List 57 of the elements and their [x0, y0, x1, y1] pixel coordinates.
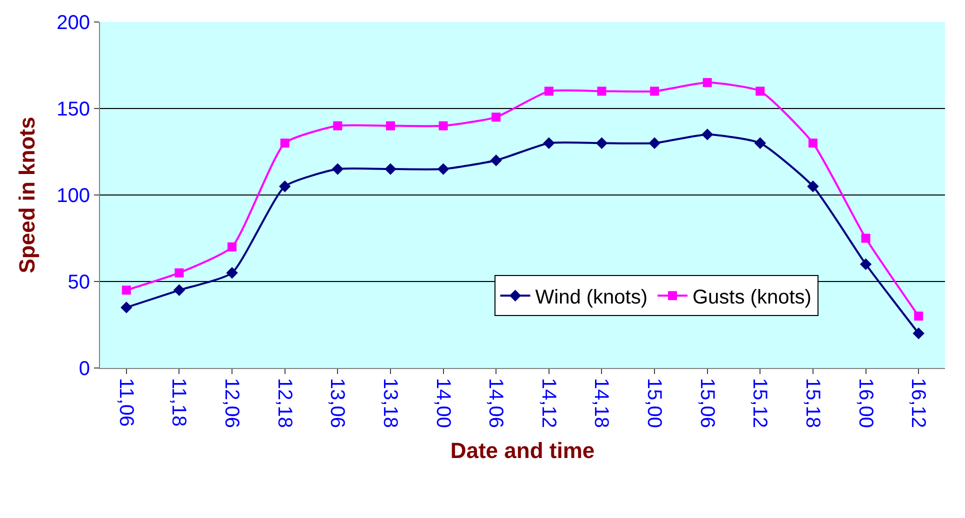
- point: [807, 180, 819, 192]
- point: [808, 138, 818, 148]
- x-tick-label: 14,12: [537, 378, 560, 428]
- point: [228, 242, 237, 252]
- point: [226, 267, 238, 279]
- point: [333, 121, 342, 130]
- x-tick-label: 14,00: [432, 378, 454, 428]
- point: [332, 163, 344, 175]
- point: [754, 137, 766, 149]
- point: [384, 163, 396, 175]
- point: [490, 154, 502, 166]
- x-tick-label: 14,06: [484, 378, 507, 428]
- legend-label: Wind (knots): [535, 286, 648, 308]
- y-tick-label: 0: [78, 358, 90, 380]
- y-tick-label: 50: [68, 272, 90, 294]
- x-tick-label: 12,18: [273, 378, 296, 428]
- point: [386, 121, 395, 130]
- point: [122, 286, 131, 295]
- point: [492, 112, 501, 122]
- x-tick-label: 13,06: [326, 378, 348, 428]
- x-tick-label: 11,18: [168, 378, 190, 427]
- x-tick-label: 16,00: [854, 378, 876, 428]
- point: [756, 86, 765, 96]
- point: [278, 180, 291, 192]
- point: [702, 78, 712, 88]
- point: [544, 86, 554, 96]
- x-tick-label: 14,18: [590, 378, 612, 428]
- point: [596, 137, 608, 149]
- x-axis-title: Date and time: [450, 438, 595, 463]
- point: [861, 234, 870, 243]
- x-tick-label: 11,06: [114, 378, 137, 427]
- point: [280, 138, 290, 148]
- y-tick-label: 150: [56, 98, 90, 120]
- y-tick-label: 200: [56, 12, 90, 34]
- point: [120, 302, 132, 314]
- y-tick-label: 100: [56, 185, 90, 207]
- x-tick-label: 15,18: [801, 378, 824, 428]
- point: [173, 284, 186, 296]
- x-tick-label: 13,18: [378, 378, 401, 428]
- point: [174, 268, 184, 278]
- legend-label: Gusts (knots): [692, 286, 812, 308]
- x-tick-label: 15,00: [643, 378, 666, 428]
- x-tick-label: 12,06: [220, 378, 243, 428]
- point: [438, 121, 448, 130]
- y-axis-title: Speed in knots: [14, 116, 40, 274]
- x-tick-label: 15,06: [696, 378, 718, 428]
- point: [597, 86, 606, 96]
- point: [914, 312, 924, 321]
- point: [912, 328, 924, 340]
- point: [650, 86, 660, 96]
- x-tick-label: 15,12: [748, 378, 771, 428]
- point: [437, 163, 450, 175]
- point: [648, 137, 660, 149]
- x-tick-label: 16,12: [907, 378, 930, 428]
- point: [543, 137, 555, 149]
- point: [860, 258, 872, 270]
- point: [701, 128, 714, 140]
